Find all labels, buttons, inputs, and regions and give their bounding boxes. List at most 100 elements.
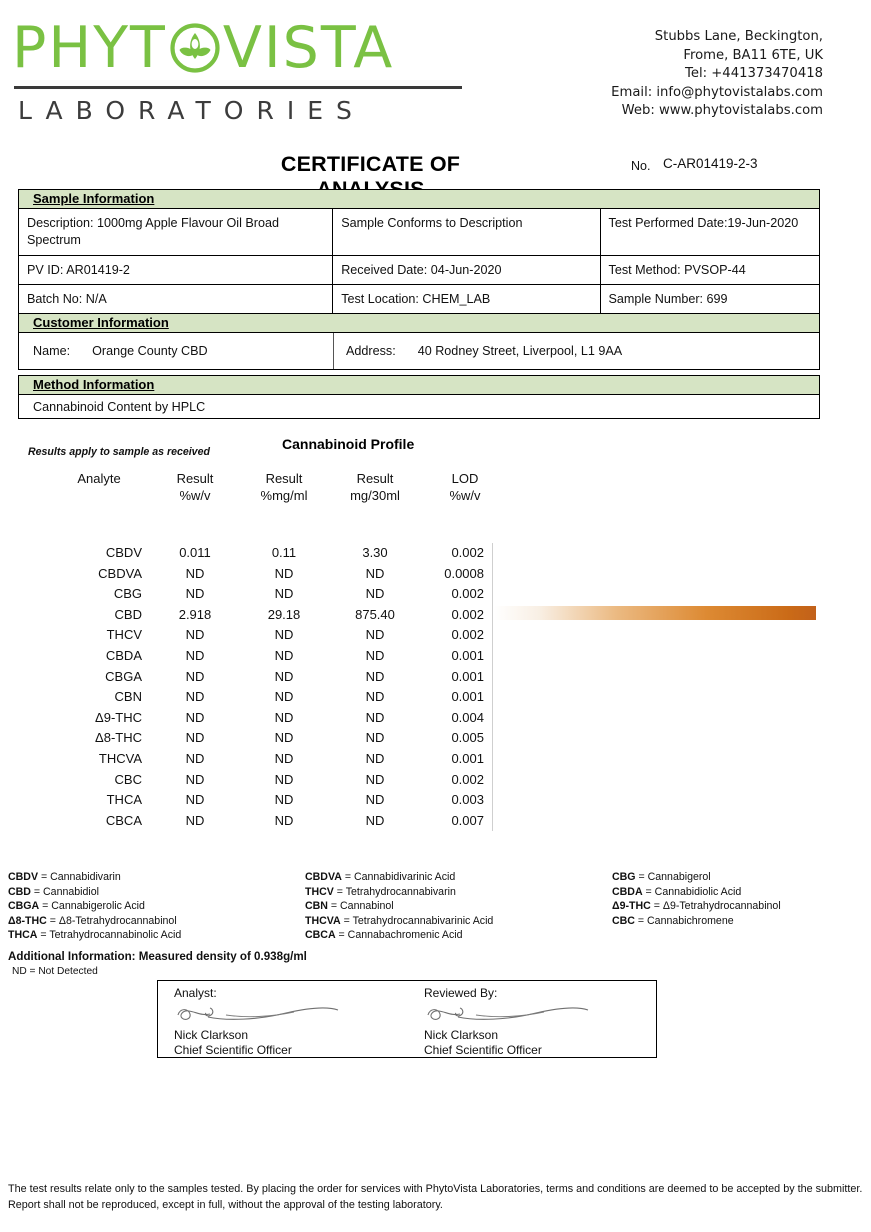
method-information-section: Method Information Cannabinoid Content b…: [18, 375, 820, 419]
table-row: Description: 1000mg Apple Flavour Oil Br…: [18, 209, 820, 256]
analyte-lod: 0.002: [451, 771, 484, 787]
analyte-result-mgml: 29.18: [267, 606, 301, 622]
table-row: Batch No: N/A Test Location: CHEM_LAB Sa…: [18, 285, 820, 314]
analyst-signature-cell: Analyst: Nick Clarkson Chief Scientific …: [158, 981, 408, 1059]
analyte-result-wv: 2.918: [178, 606, 212, 622]
abbreviation-entry: CBCA = Cannabachromenic Acid: [305, 929, 463, 942]
abbreviation-entry: CBN = Cannabinol: [305, 900, 394, 913]
analyte-name: CBDVA: [98, 565, 142, 581]
analyte-result-mg30ml: ND: [365, 812, 385, 828]
sample-conforms: Sample Conforms to Description: [333, 209, 601, 255]
analyte-result-mgml: ND: [274, 792, 294, 808]
analyte-name: THCA: [106, 792, 142, 808]
customer-name-cell: Name: Orange County CBD: [19, 333, 334, 369]
analyte-result-mg30ml: ND: [365, 647, 385, 663]
analyte-lod: 0.005: [451, 730, 484, 746]
analyte-table-header: Analyte Result %w/v Result %mg/ml Result mg…: [0, 470, 520, 510]
analyte-result-mgml: ND: [274, 565, 294, 581]
analyte-name: CBG: [113, 586, 142, 602]
analyte-name: Δ9-THC: [95, 709, 142, 725]
abbreviation-entry: CBDV = Cannabidivarin: [8, 871, 121, 883]
table-row: CBCA ND ND ND 0.007: [0, 811, 500, 832]
table-row: CBDVA ND ND ND 0.0008: [0, 564, 500, 585]
analyte-result-mg30ml: ND: [365, 709, 385, 725]
sample-information-band: Sample Information: [18, 189, 820, 209]
column-header-result-wv: Result %w/v: [176, 471, 214, 503]
analyte-result-mg30ml: ND: [365, 586, 385, 602]
analyte-result-mg30ml: ND: [365, 771, 385, 787]
abbreviation-entry: THCA = Tetrahydrocannabinolic Acid: [8, 929, 182, 942]
abbreviation-entry: Δ8-THC = Δ8-Tetrahydrocannabinol: [8, 914, 177, 927]
analyte-result-wv: ND: [185, 647, 205, 663]
reviewer-role: Chief Scientific Officer: [424, 1043, 542, 1057]
analyte-name: THCVA: [98, 750, 142, 766]
analyte-result-mg30ml: 3.30: [362, 545, 388, 560]
analyte-lod: 0.002: [451, 627, 484, 643]
analyte-result-wv: ND: [185, 771, 205, 787]
analyte-result-wv: ND: [185, 627, 205, 643]
abbreviation-entry: CBDA = Cannabidiolic Acid: [612, 885, 742, 898]
column-header-result-mg30ml: Result mg/30ml: [350, 471, 400, 503]
reviewer-name: Nick Clarkson: [424, 1028, 499, 1042]
analyte-result-wv: ND: [185, 565, 205, 581]
customer-name-value: Orange County CBD: [92, 344, 208, 358]
customer-name-label: Name:: [33, 344, 71, 358]
customer-address-cell: Address: 40 Rodney Street, Liverpool, L1…: [334, 333, 819, 369]
analyte-result-mgml: ND: [274, 750, 294, 766]
title-row: CERTIFICATE OF ANALYSIS No. C-AR01419-2-…: [0, 152, 871, 201]
analyte-name: CBGA: [105, 668, 142, 684]
test-location: Test Location: CHEM_LAB: [333, 285, 601, 313]
abbreviation-entry: Δ9-THC = Δ9-Tetrahydrocannabinol: [612, 900, 781, 913]
analyte-result-wv: ND: [185, 689, 205, 705]
analyte-result-wv: 0.011: [179, 545, 211, 560]
analyte-name: CBDV: [105, 545, 142, 560]
table-row: CBG ND ND ND 0.002: [0, 584, 500, 605]
analyte-result-wv: ND: [185, 668, 205, 684]
analyte-result-wv: ND: [185, 730, 205, 746]
analyte-result-mgml: ND: [274, 689, 294, 705]
received-date: Received Date: 04-Jun-2020: [333, 256, 601, 284]
contact-address-line1: Stubbs Lane, Beckington,: [654, 29, 823, 44]
customer-address-label: Address:: [346, 344, 396, 358]
table-row: THCV ND ND ND 0.002: [0, 625, 500, 646]
table-row: PV ID: AR01419-2 Received Date: 04-Jun-2…: [18, 256, 820, 285]
analyte-result-wv: ND: [185, 812, 205, 828]
certificate-no-value: C-AR01419-2-3: [663, 156, 758, 171]
analyte-result-mgml: ND: [274, 730, 294, 746]
page-header: PHYT VISTA LABORATORIES Stubbs Lane, Bec…: [0, 0, 871, 140]
pv-id: PV ID: AR01419-2: [19, 256, 334, 284]
abbreviations-legend: CBDV = Cannabidivarin CBD = Cannabidiol CB…: [0, 870, 871, 942]
analyte-name: THCV: [106, 627, 142, 643]
abbreviation-entry: CBDVA = Cannabidivarinic Acid: [305, 871, 456, 883]
sample-information-section: Sample Information Description: 1000mg A…: [18, 189, 820, 314]
analyte-result-mgml: ND: [274, 812, 294, 828]
analyte-name: CBD: [114, 606, 142, 622]
analyte-lod: 0.007: [451, 812, 484, 828]
logo-subtitle: LABORATORIES: [18, 96, 365, 125]
analyte-name: CBN: [114, 689, 142, 705]
method-information-value: Cannabinoid Content by HPLC: [18, 395, 820, 419]
certificate-no-label: No.: [631, 159, 651, 173]
analyte-result-mg30ml: ND: [365, 627, 385, 643]
analyte-result-wv: ND: [185, 750, 205, 766]
analyte-result-mg30ml: ND: [365, 730, 385, 746]
analyte-result-mgml: ND: [274, 771, 294, 787]
analyst-name: Nick Clarkson: [174, 1028, 249, 1042]
sample-description: Description: 1000mg Apple Flavour Oil Br…: [19, 209, 334, 255]
signature-box: Analyst: Nick Clarkson Chief Scientific …: [157, 980, 657, 1058]
analyte-result-mgml: ND: [274, 668, 294, 684]
column-header-lod: LOD %w/v: [449, 471, 481, 503]
abbreviations-column-1: CBDV = Cannabidivarin CBD = Cannabidiol CB…: [8, 870, 181, 943]
reviewer-label: Reviewed By:: [424, 986, 498, 1000]
table-row: Δ9-THC ND ND ND 0.004: [0, 708, 500, 729]
analyte-lod: 0.002: [451, 606, 484, 622]
footer-disclaimer: The test results relate only to the samp…: [8, 1183, 863, 1211]
abbreviation-entry: CBG = Cannabigerol: [612, 871, 711, 883]
analyte-result-wv: ND: [185, 586, 205, 602]
sample-number: Sample Number: 699: [608, 292, 728, 306]
test-method: Test Method: PVSOP-44: [608, 263, 746, 277]
customer-information-section: Customer Information Name: Orange County…: [18, 313, 820, 370]
customer-information-band-label: Customer Information: [33, 315, 169, 330]
logo-text-part1: PHYT: [12, 14, 167, 81]
